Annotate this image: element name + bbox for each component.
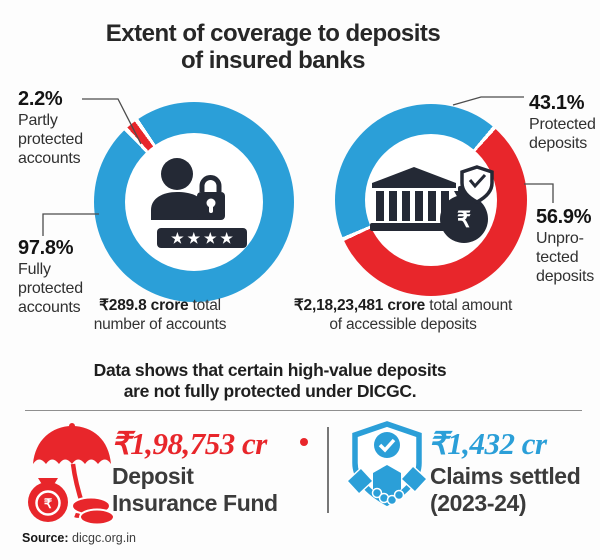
callout-protected-deposits: 43.1% Protected deposits <box>529 92 596 153</box>
deposits-caption-line2: of accessible deposits <box>329 316 477 333</box>
bag-rupee-glyph: ₹ <box>44 496 53 511</box>
callout-partly-protected: 2.2% Partly protected accounts <box>18 88 83 168</box>
source-credit: Source: dicgc.org.in <box>22 531 136 545</box>
deposit-insurance-fund-label: Deposit Insurance Fund <box>112 463 278 517</box>
vertical-divider <box>327 427 329 513</box>
unprotected-deposits-label: Unpro- tected deposits <box>536 230 594 285</box>
deposit-insurance-fund-amount: ₹1,98,753 cr <box>111 426 267 461</box>
claims-settled-amount: ₹1,432 cr <box>428 426 547 461</box>
moneybag-rupee-glyph: ₹ <box>457 207 471 232</box>
password-stars: ★ ★ ★ ★ <box>171 230 233 246</box>
unprotected-deposits-pct: 56.9% <box>536 206 592 228</box>
leader-line-protected <box>452 96 524 106</box>
accounts-caption: ₹289.8 crore total number of accounts <box>50 296 270 334</box>
dif-label-line1: Deposit <box>112 463 194 489</box>
deposits-caption-rest: total amount <box>425 297 513 314</box>
note-line1: Data shows that certain high-value depos… <box>93 360 447 380</box>
deposits-caption: ₹2,18,23,481 crore total amount of acces… <box>273 296 533 334</box>
leader-line-fully <box>42 213 99 236</box>
leader-line-unprotected <box>524 183 554 203</box>
fully-protected-label: Fully protected accounts <box>18 261 83 316</box>
deposits-caption-bold: ₹2,18,23,481 crore <box>293 297 426 314</box>
note-line2: are not fully protected under DICGC. <box>123 381 417 401</box>
page-title: Extent of coverage to deposits of insure… <box>3 20 543 74</box>
red-dot <box>300 438 308 446</box>
accounts-caption-line2: number of accounts <box>93 316 227 333</box>
horizontal-divider <box>25 410 582 411</box>
title-line1: Extent of coverage to deposits <box>105 20 441 47</box>
source-prefix: Source: <box>22 531 69 545</box>
partly-protected-label: Partly protected accounts <box>18 112 83 167</box>
claims-settled-label: Claims settled (2023-24) <box>430 463 581 517</box>
claims-label-line2: (2023-24) <box>430 490 527 516</box>
protected-deposits-label: Protected deposits <box>529 116 596 152</box>
title-line2: of insured banks <box>180 47 366 74</box>
user-lock-password-icon: ★ ★ ★ ★ <box>151 158 247 248</box>
fully-protected-pct: 97.8% <box>18 237 74 259</box>
callout-unprotected-deposits: 56.9% Unpro- tected deposits <box>536 206 594 286</box>
bank-moneybag-shield-icon: ₹ <box>370 165 494 243</box>
claims-label-line1: Claims settled <box>430 463 581 489</box>
callout-fully-protected: 97.8% Fully protected accounts <box>18 237 83 317</box>
shield-handshake-icon <box>347 421 427 507</box>
source-text: dicgc.org.in <box>68 531 136 545</box>
note-text: Data shows that certain high-value depos… <box>70 360 470 402</box>
protected-deposits-pct: 43.1% <box>529 92 585 114</box>
accounts-caption-bold: ₹289.8 crore <box>99 297 189 314</box>
accounts-caption-rest: total <box>188 297 222 314</box>
partly-protected-pct: 2.2% <box>18 88 63 110</box>
dif-label-line2: Insurance Fund <box>112 490 278 516</box>
umbrella-moneybag-icon: ₹ <box>28 423 113 524</box>
